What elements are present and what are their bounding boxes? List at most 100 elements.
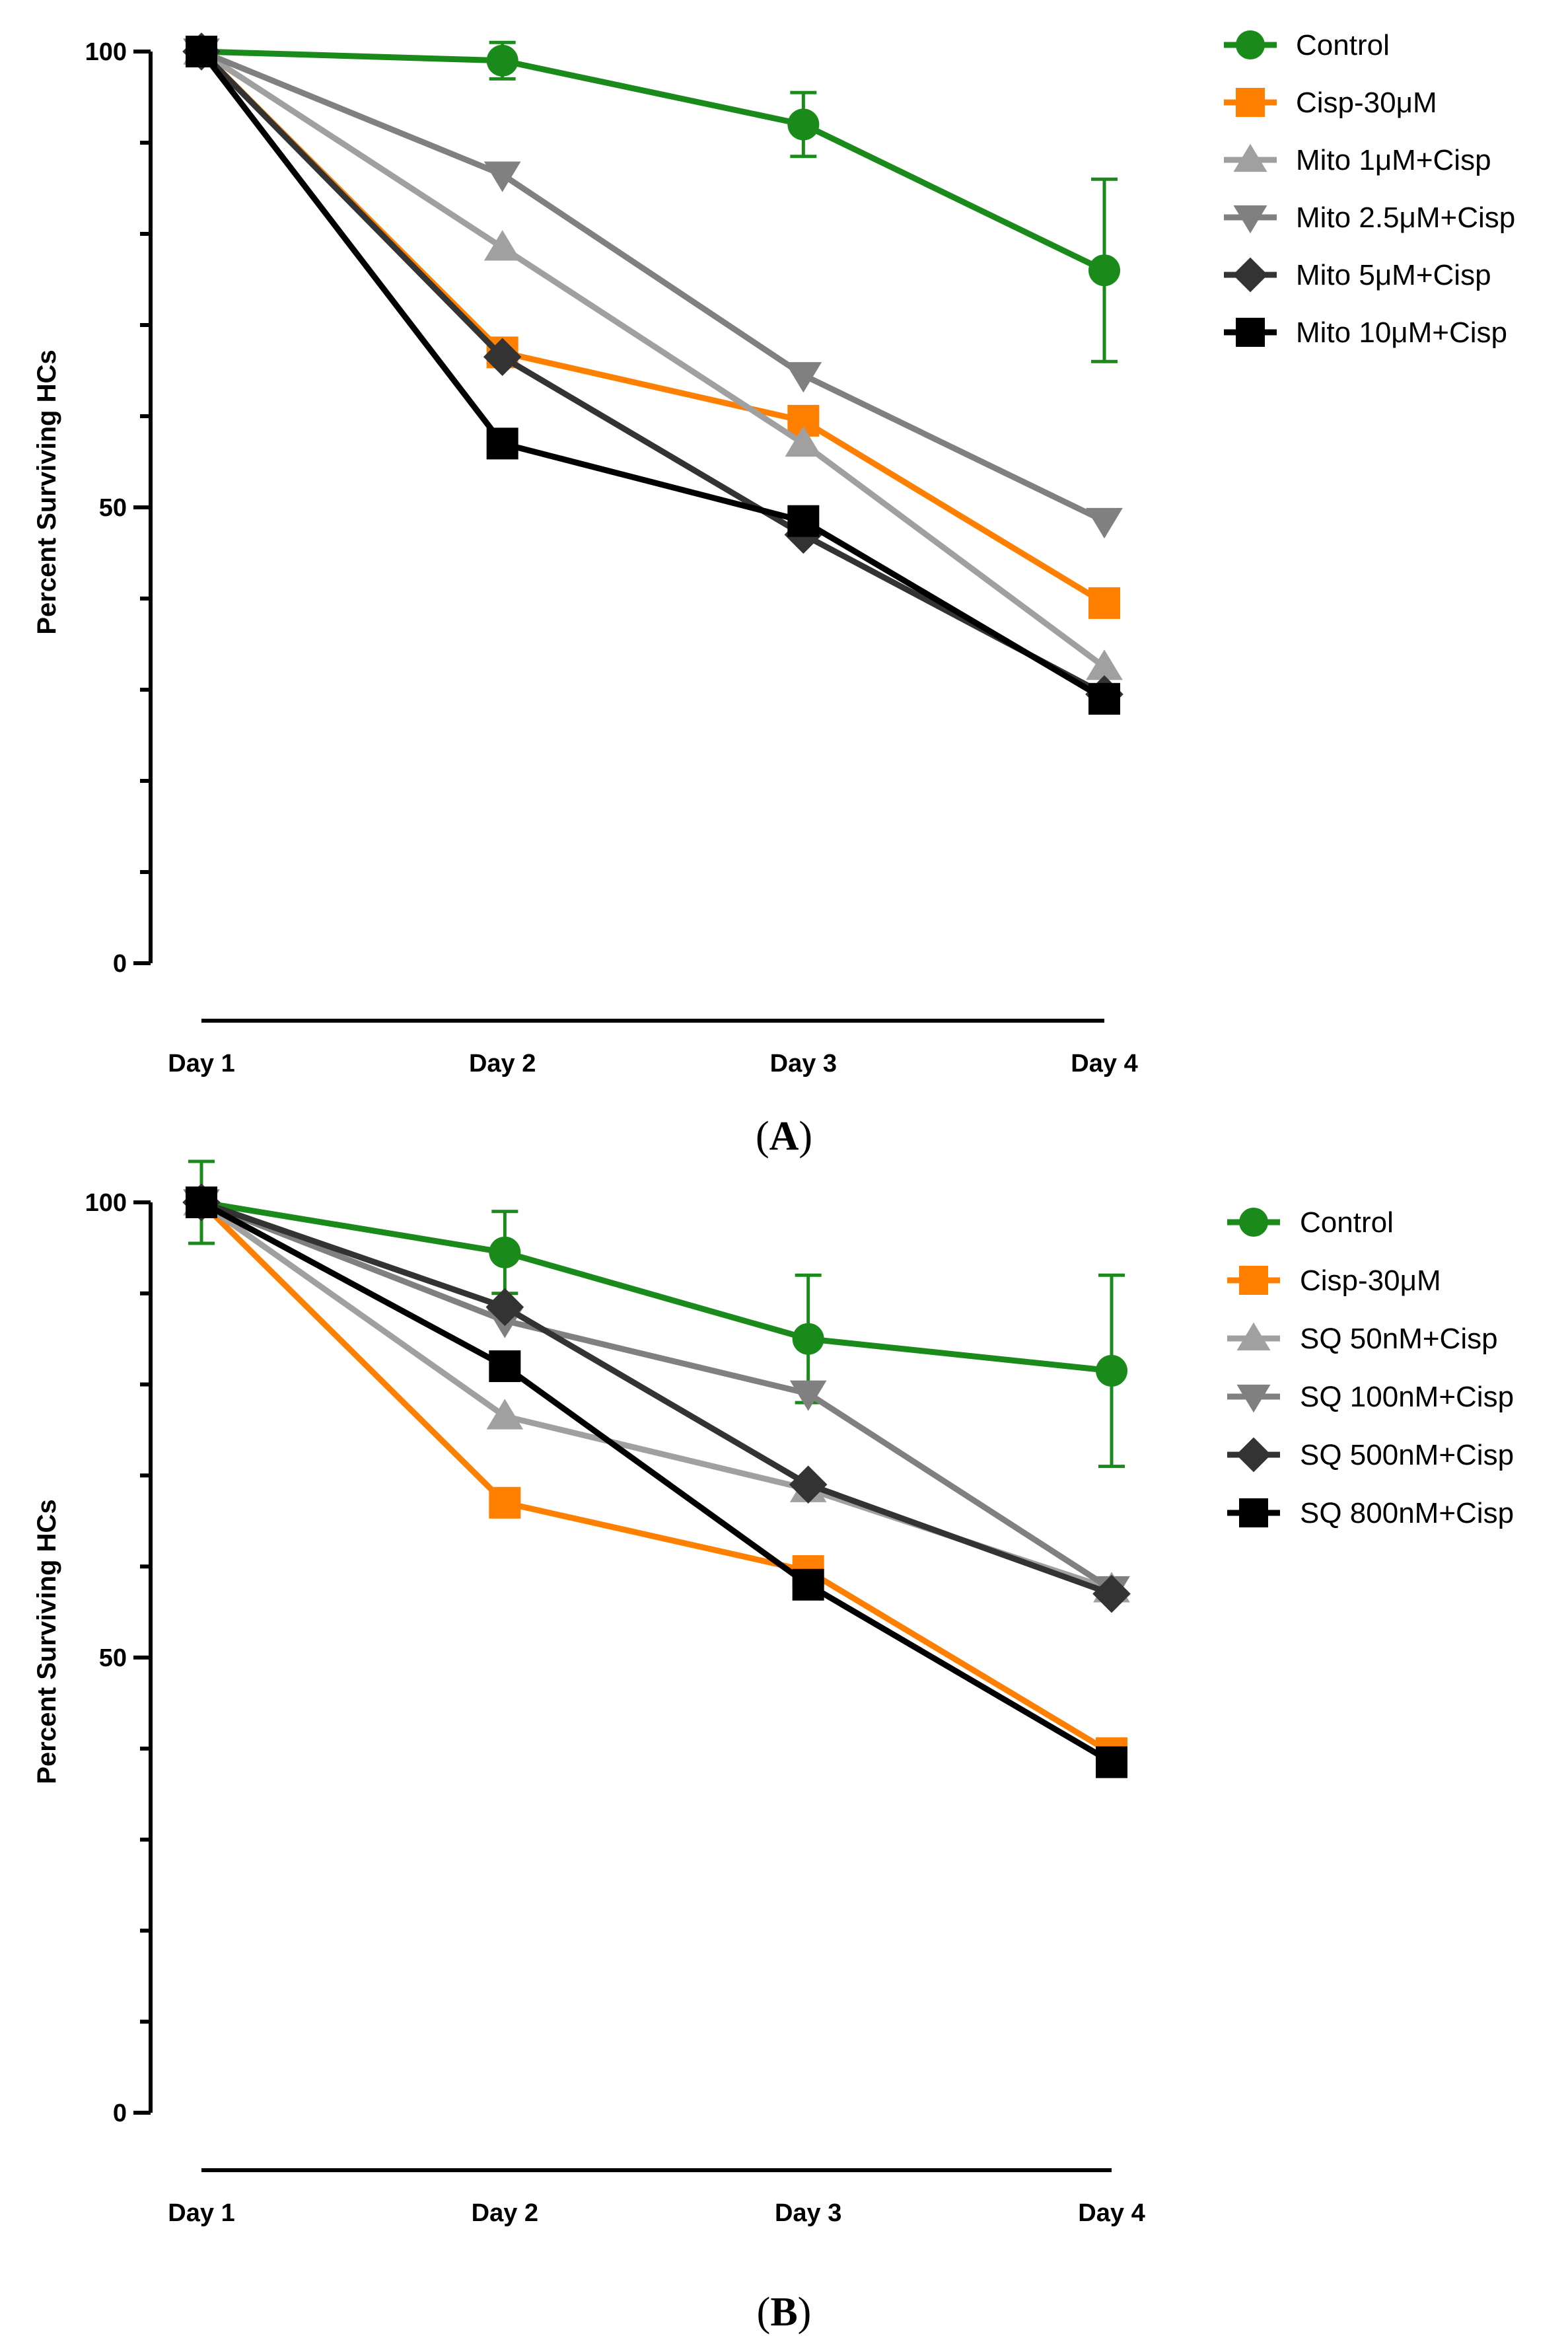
panel-b-label: (B)	[757, 2290, 812, 2335]
panel-b-axes: 0 50 100 Day 1 Day 2 Day 3 Day 4	[85, 1189, 1145, 2227]
panel-b-label-letter: B	[770, 2290, 797, 2335]
panel-b-series-sq-500nm-cisp-point	[789, 1465, 828, 1504]
panel-a-series-mito-1-m-cisp	[183, 34, 1123, 680]
panel-a-series-mito-10-m-cisp-point	[787, 505, 820, 537]
panel-b-series-control-line	[201, 1199, 1112, 1374]
panel-b-legend-marker	[1239, 1266, 1268, 1295]
panel-a-series-mito-2-5-m-cisp	[183, 38, 1123, 539]
panel-a-series-control	[186, 36, 1120, 363]
panel-b-series-sq-800nm-cisp-point	[792, 1568, 824, 1601]
panel-b-series-sq-100nm-cisp-point	[789, 1380, 827, 1411]
panel-a-series-control-point	[1088, 254, 1120, 287]
panel-b-legend-marker	[1236, 1437, 1271, 1473]
panel-a-x-tick-label-day-4: Day 4	[1071, 1050, 1137, 1078]
panel-a-series-mito-10-m-cisp-point	[486, 427, 518, 460]
panel-b-legend-item-control: Control	[1227, 1206, 1394, 1239]
panel-b-legend-item-cisp-30-m: Cisp-30μM	[1227, 1264, 1441, 1297]
panel-b-series-cisp-30-m-point	[489, 1486, 521, 1519]
panel-b-series-control-point	[489, 1236, 521, 1268]
panel-a-label: (A)	[756, 1114, 812, 1159]
panel-b-y-axis-title: Percent Surviving HCs	[32, 1499, 61, 1784]
panel-b-legend-label: Cisp-30μM	[1300, 1264, 1441, 1297]
panel-b-legend-marker	[1239, 1498, 1268, 1527]
panel-a-series-mito-10-m-cisp-point	[186, 36, 217, 67]
panel-a-legend: Control Cisp-30μM Mito 1μM+Cisp Mito 2.5μM+…	[1224, 29, 1515, 349]
panel-a-legend-marker	[1236, 30, 1265, 59]
panel-a-legend-label: Cisp-30μM	[1296, 87, 1437, 119]
panel-a-series-cisp-30-m-line	[199, 49, 1106, 606]
panel-a-series-mito-10-m-cisp-line	[199, 50, 1106, 702]
panel-b-legend-label: SQ 50nM+Cisp	[1300, 1323, 1498, 1355]
panel-a-series-control-point	[787, 108, 820, 141]
panel-b-x-tick-label-day-3: Day 3	[775, 2199, 841, 2227]
panel-b-x-tick-label-day-2: Day 2	[472, 2199, 538, 2227]
panel-a-legend-item-cisp-30-m: Cisp-30μM	[1224, 87, 1437, 119]
panel-a-y-tick-label: 50	[99, 494, 127, 522]
panel-b-x-tick-label-day-4: Day 4	[1078, 2199, 1145, 2227]
panel-b-series-sq-800nm-cisp	[186, 1187, 1127, 1778]
panel-b-series-sq-500nm-cisp-line	[200, 1199, 1113, 1597]
panel-b-legend-marker	[1236, 1322, 1271, 1351]
panel-a-legend-marker	[1233, 143, 1267, 172]
panel-a-x-tick-label-day-3: Day 3	[770, 1050, 837, 1078]
panel-a-series-mito-5-m-cisp-point	[483, 338, 522, 377]
panel-b-legend-marker	[1236, 1384, 1271, 1413]
panel-a-legend-label: Control	[1296, 29, 1390, 61]
panel-a-series-mito-5-m-cisp-line	[199, 49, 1106, 697]
panel-a-legend-item-mito-10-m-cisp: Mito 10μM+Cisp	[1224, 316, 1507, 349]
panel-b-series-sq-500nm-cisp-point	[485, 1288, 524, 1327]
panel-b-y-tick-label: 100	[85, 1189, 127, 1217]
panel-a-series-mito-2-5-m-cisp-point	[785, 362, 822, 393]
panel-a-legend-marker	[1232, 257, 1268, 293]
panel-a-series	[182, 32, 1123, 715]
panel-a-series-mito-5-m-cisp	[182, 32, 1123, 713]
panel-b-y-tick-label: 0	[113, 2100, 127, 2127]
panel-a-series-mito-1-m-cisp-point	[785, 426, 822, 457]
panel-a-series-cisp-30-m-point	[1088, 587, 1120, 619]
panel-b-series	[182, 1159, 1131, 1778]
panel-b-legend-label: Control	[1300, 1206, 1394, 1239]
panel-a-legend-item-mito-5-m-cisp: Mito 5μM+Cisp	[1224, 257, 1491, 293]
panel-a-series-control-line	[201, 48, 1106, 274]
panel-a-series-mito-2-5-m-cisp-point	[1086, 507, 1123, 539]
panel-a-legend-label: Mito 10μM+Cisp	[1296, 316, 1507, 349]
panel-b-series-sq-800nm-cisp-line	[199, 1200, 1114, 1765]
panel-a-series-control-point	[486, 44, 518, 77]
panel-a-series-mito-10-m-cisp	[186, 36, 1120, 715]
panel-a-series-mito-1-m-cisp-line	[199, 49, 1106, 670]
panel-a-legend-marker	[1233, 205, 1267, 234]
panel-b-legend-label: SQ 800nM+Cisp	[1300, 1497, 1514, 1529]
panel-b-legend-item-sq-500nm-cisp: SQ 500nM+Cisp	[1227, 1437, 1514, 1473]
panel-a-legend-label: Mito 5μM+Cisp	[1296, 259, 1491, 291]
panel-a-legend-item-mito-1-m-cisp: Mito 1μM+Cisp	[1224, 143, 1491, 176]
panel-b-legend-item-sq-800nm-cisp: SQ 800nM+Cisp	[1227, 1497, 1514, 1529]
panel-a-legend-item-mito-2-5-m-cisp: Mito 2.5μM+Cisp	[1224, 201, 1515, 234]
panel-b-series-cisp-30-m-line	[199, 1200, 1114, 1756]
panel-a-legend-marker	[1236, 88, 1265, 117]
panel-a: 0 50 100 Day 1 Day 2 Day 3 Day 4 Percent Survi…	[32, 29, 1515, 1159]
panel-a-y-tick-label: 100	[85, 38, 127, 66]
panel-a-series-mito-2-5-m-cisp-point	[483, 161, 521, 192]
panel-a-legend-item-control: Control	[1224, 29, 1390, 61]
panel-b-series-control-point	[792, 1323, 824, 1355]
panel-b-series-sq-800nm-cisp-point	[1096, 1746, 1127, 1778]
panel-a-legend-label: Mito 2.5μM+Cisp	[1296, 201, 1515, 234]
panel-a-legend-label: Mito 1μM+Cisp	[1296, 144, 1491, 176]
panel-a-series-mito-1-m-cisp-point	[1086, 649, 1123, 680]
panel-a-label-letter: A	[769, 1114, 799, 1159]
panel-a-series-mito-1-m-cisp-point	[483, 230, 521, 261]
panel-b: 0 50 100 Day 1 Day 2 Day 3 Day 4 Percent Survi…	[32, 1159, 1514, 2335]
panel-a-series-mito-10-m-cisp-point	[1088, 682, 1120, 715]
panel-b-legend-marker	[1239, 1208, 1268, 1237]
panel-b-legend-item-sq-50nm-cisp: SQ 50nM+Cisp	[1227, 1322, 1498, 1355]
panel-b-legend: Control Cisp-30μM SQ 50nM+Cisp SQ 100nM+Cis…	[1227, 1206, 1514, 1529]
panel-b-series-sq-500nm-cisp	[182, 1183, 1131, 1613]
panel-b-series-sq-500nm-cisp-point	[1092, 1574, 1131, 1613]
panel-a-axes: 0 50 100 Day 1 Day 2 Day 3 Day 4	[85, 38, 1138, 1078]
panel-b-legend-label: SQ 100nM+Cisp	[1300, 1381, 1514, 1413]
panel-b-series-sq-100nm-cisp-line	[200, 1199, 1114, 1592]
panel-b-series-sq-50nm-cisp-point	[486, 1399, 524, 1430]
panel-b-legend-item-sq-100nm-cisp: SQ 100nM+Cisp	[1227, 1381, 1514, 1413]
panel-a-y-tick-label: 0	[113, 950, 127, 978]
